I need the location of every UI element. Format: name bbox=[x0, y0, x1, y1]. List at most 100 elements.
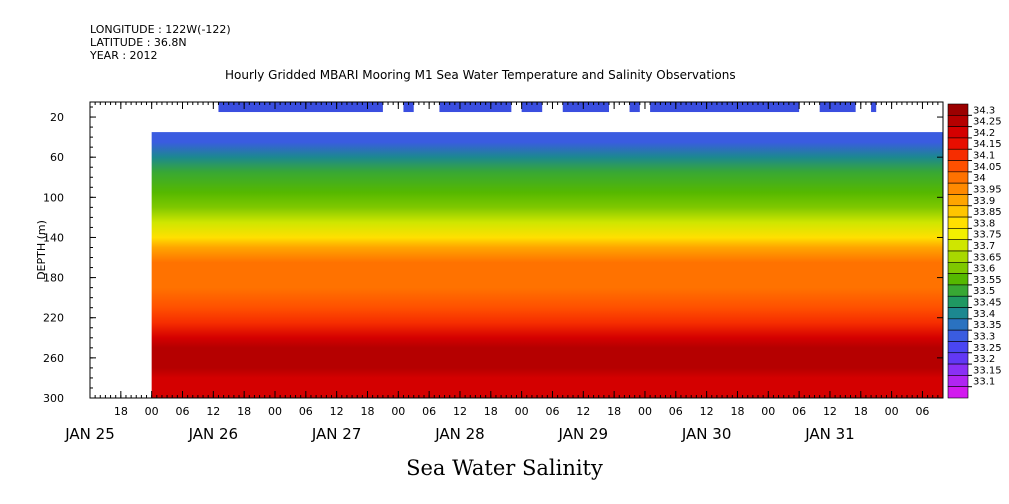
x-tick-label: 18 bbox=[854, 405, 868, 418]
y-tick-label: 260 bbox=[43, 352, 64, 365]
x-tick-label: 06 bbox=[175, 405, 189, 418]
y-tick-label: 20 bbox=[50, 111, 64, 124]
colorbar-label: 33.65 bbox=[973, 252, 1002, 263]
colorbar-label: 33.1 bbox=[973, 377, 995, 388]
colorbar-label: 33.95 bbox=[973, 184, 1002, 195]
colorbar-label: 33.85 bbox=[973, 207, 1002, 218]
surface-segment-3 bbox=[521, 102, 543, 113]
x-tick-label: 12 bbox=[206, 405, 220, 418]
x-date-label: JAN 27 bbox=[311, 425, 362, 443]
x-tick-label: 06 bbox=[422, 405, 436, 418]
y-tick-label: 100 bbox=[43, 191, 64, 204]
x-tick-label: 00 bbox=[515, 405, 529, 418]
colorbar: 34.334.2534.234.1534.134.053433.9533.933… bbox=[947, 103, 1002, 399]
colorbar-swatch-14 bbox=[947, 262, 969, 274]
colorbar-swatch-7 bbox=[947, 182, 969, 195]
colorbar-label: 33.2 bbox=[973, 354, 995, 365]
x-tick-label: 06 bbox=[545, 405, 559, 418]
colorbar-swatch-20 bbox=[947, 329, 969, 342]
colorbar-swatch-6 bbox=[947, 171, 969, 184]
colorbar-label: 33.5 bbox=[973, 286, 995, 297]
colorbar-label: 33.9 bbox=[973, 196, 995, 207]
colorbar-label: 33.8 bbox=[973, 218, 995, 229]
x-tick-label: 12 bbox=[576, 405, 590, 418]
colorbar-label: 34.2 bbox=[973, 128, 995, 139]
surface-segment-5 bbox=[629, 102, 640, 113]
colorbar-label: 33.25 bbox=[973, 343, 1002, 354]
x-tick-label: 18 bbox=[484, 405, 498, 418]
surface-segment-6 bbox=[650, 102, 800, 113]
x-tick-label: 18 bbox=[730, 405, 744, 418]
surface-segment-7 bbox=[819, 102, 856, 113]
colorbar-swatch-11 bbox=[947, 228, 969, 240]
y-axis-label: DEPTH (m) bbox=[35, 220, 48, 280]
plot-area bbox=[151, 102, 943, 399]
surface-segment-2 bbox=[439, 102, 512, 113]
colorbar-swatch-9 bbox=[947, 205, 969, 218]
colorbar-swatch-17 bbox=[947, 295, 969, 308]
x-tick-label: 12 bbox=[700, 405, 714, 418]
x-date-label: JAN 28 bbox=[434, 425, 485, 443]
colorbar-swatch-2 bbox=[947, 126, 969, 139]
colorbar-label: 33.4 bbox=[973, 309, 995, 320]
x-tick-label: 00 bbox=[885, 405, 899, 418]
x-tick-label: 00 bbox=[761, 405, 775, 418]
surface-segment-8 bbox=[871, 102, 877, 113]
colorbar-label: 34.1 bbox=[973, 151, 995, 162]
colorbar-swatch-16 bbox=[947, 284, 969, 297]
x-tick-label: 18 bbox=[114, 405, 128, 418]
colorbar-swatch-24 bbox=[947, 375, 969, 387]
colorbar-swatch-12 bbox=[947, 239, 969, 252]
surface-segment-4 bbox=[562, 102, 609, 113]
x-tick-label: 12 bbox=[453, 405, 467, 418]
x-tick-label: 06 bbox=[915, 405, 929, 418]
x-date-label: JAN 30 bbox=[681, 425, 732, 443]
longitude-label: LONGITUDE : 122W(-122) bbox=[90, 23, 231, 36]
x-date-label: JAN 29 bbox=[558, 425, 609, 443]
colorbar-swatch-1 bbox=[947, 115, 969, 127]
colorbar-swatch-15 bbox=[947, 273, 969, 286]
salinity-field bbox=[151, 132, 943, 399]
surface-segment-1 bbox=[403, 102, 414, 113]
colorbar-swatch-0 bbox=[947, 103, 969, 116]
colorbar-swatch-13 bbox=[947, 250, 969, 263]
x-tick-label: 00 bbox=[391, 405, 405, 418]
colorbar-swatch-8 bbox=[947, 194, 969, 207]
x-tick-label: 18 bbox=[237, 405, 251, 418]
colorbar-label: 33.55 bbox=[973, 275, 1002, 286]
colorbar-label: 34 bbox=[973, 173, 986, 184]
x-date-label: JAN 25 bbox=[64, 425, 115, 443]
colorbar-swatch-5 bbox=[947, 160, 969, 173]
colorbar-swatch-22 bbox=[947, 352, 969, 365]
x-date-label: JAN 31 bbox=[804, 425, 855, 443]
variable-title: Sea Water Salinity bbox=[406, 456, 603, 480]
colorbar-label: 33.15 bbox=[973, 365, 1002, 376]
x-tick-label: 12 bbox=[330, 405, 344, 418]
y-tick-label: 140 bbox=[43, 231, 64, 244]
colorbar-swatch-10 bbox=[947, 216, 969, 229]
x-tick-label: 00 bbox=[638, 405, 652, 418]
colorbar-label: 34.25 bbox=[973, 117, 1002, 128]
colorbar-label: 33.3 bbox=[973, 331, 995, 342]
colorbar-label: 34.05 bbox=[973, 162, 1002, 173]
year-label: YEAR : 2012 bbox=[90, 49, 158, 62]
y-tick-label: 300 bbox=[43, 392, 64, 405]
y-tick-label: 180 bbox=[43, 272, 64, 285]
colorbar-swatch-3 bbox=[947, 137, 969, 150]
x-date-label: JAN 26 bbox=[188, 425, 239, 443]
colorbar-label: 33.45 bbox=[973, 298, 1002, 309]
colorbar-label: 34.15 bbox=[973, 139, 1002, 150]
latitude-label: LATITUDE : 36.8N bbox=[90, 36, 187, 49]
x-tick-label: 18 bbox=[607, 405, 621, 418]
x-tick-label: 00 bbox=[268, 405, 282, 418]
surface-segment-0 bbox=[218, 102, 383, 113]
colorbar-swatch-19 bbox=[947, 318, 969, 331]
colorbar-swatch-21 bbox=[947, 341, 969, 354]
colorbar-swatch-4 bbox=[947, 148, 969, 161]
x-tick-label: 18 bbox=[360, 405, 374, 418]
y-tick-label: 60 bbox=[50, 151, 64, 164]
axes: 20 60 100 140 180 220 260 300 18 00 06 12 18 00 06 12 18… bbox=[43, 101, 944, 443]
x-tick-label: 06 bbox=[669, 405, 683, 418]
colorbar-swatch-18 bbox=[947, 307, 969, 320]
y-tick-label: 220 bbox=[43, 312, 64, 325]
